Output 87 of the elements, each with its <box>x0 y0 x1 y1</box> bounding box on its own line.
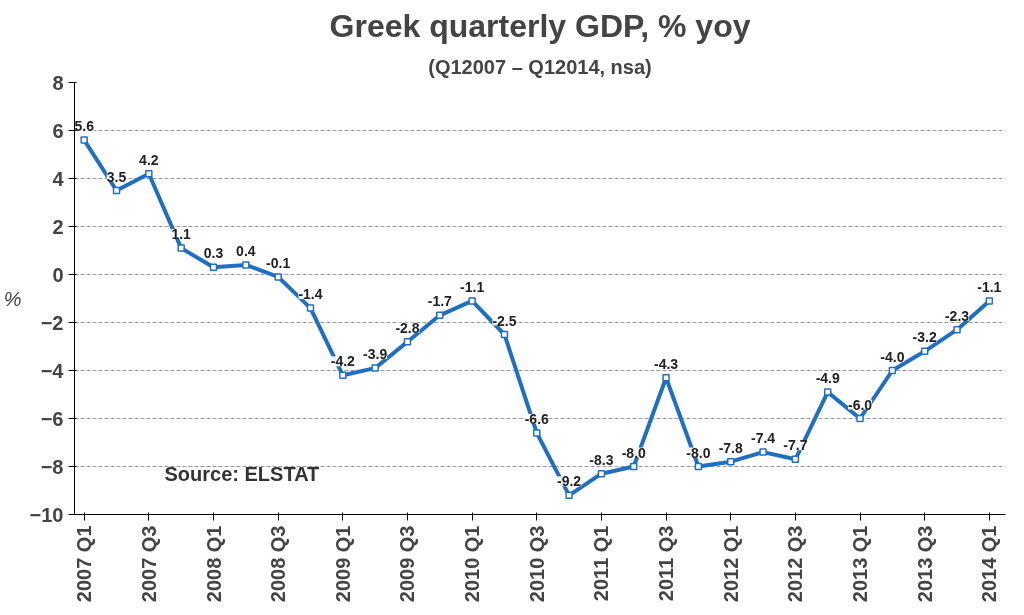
point <box>823 388 832 396</box>
x-tick-label: 2009 Q1 <box>331 525 354 603</box>
x-tick-label: 2014 Q1 <box>978 525 1001 603</box>
point <box>533 429 541 437</box>
x-tick-label: 2008 Q3 <box>267 525 290 603</box>
data-label: -0.1 <box>266 254 291 271</box>
point <box>597 469 606 478</box>
point <box>888 366 897 375</box>
data-label: 3.5 <box>106 168 127 185</box>
y-tick-label: −2 <box>40 311 64 334</box>
point <box>274 273 282 281</box>
point <box>371 364 379 372</box>
point <box>177 244 185 252</box>
point <box>112 186 121 195</box>
data-label: -4.2 <box>330 353 356 370</box>
data-label: -8.0 <box>686 444 711 461</box>
data-label: -6.6 <box>524 410 550 427</box>
annotation: Source: ELSTAT <box>164 462 320 485</box>
x-tick-label: 2008 Q1 <box>202 525 225 603</box>
point <box>726 457 735 466</box>
x-tick-label: 2007 Q3 <box>137 525 160 603</box>
y-tick-label: 6 <box>52 119 64 142</box>
chart-subtitle: (Q12007 – Q12014, nsa) <box>428 55 652 78</box>
data-label: -6.0 <box>847 396 873 413</box>
data-label: -2.5 <box>492 312 517 329</box>
data-label: -2.3 <box>944 307 970 324</box>
y-tick-label: 2 <box>52 215 64 238</box>
x-tick-label: 2011 Q3 <box>655 525 678 602</box>
data-label: -4.0 <box>880 348 905 365</box>
point <box>468 297 476 305</box>
x-tick-label: 2012 Q3 <box>784 525 807 603</box>
data-label: -7.4 <box>750 430 776 447</box>
point <box>436 311 444 320</box>
data-label: -4.9 <box>815 370 840 387</box>
point <box>565 491 573 500</box>
point <box>759 448 767 456</box>
data-label: -3.9 <box>363 346 388 363</box>
point <box>630 462 638 471</box>
x-tick-label: 2013 Q3 <box>913 525 936 603</box>
chart-title: Greek quarterly GDP, % yoy <box>329 7 751 44</box>
data-label: 5.6 <box>74 118 95 135</box>
y-axis-title: % <box>3 287 22 310</box>
point <box>339 371 347 380</box>
y-tick-label: −10 <box>29 503 64 526</box>
point <box>856 414 864 423</box>
point <box>80 136 88 144</box>
point <box>209 263 218 272</box>
point <box>662 373 670 382</box>
data-label: -7.8 <box>718 439 743 456</box>
y-tick-label: −6 <box>40 407 64 430</box>
point <box>920 347 929 356</box>
point <box>791 455 800 464</box>
data-label: -4.3 <box>654 355 679 372</box>
point <box>953 325 961 334</box>
data-label: -1.1 <box>460 278 485 295</box>
x-tick-label: 2007 Q1 <box>73 525 96 603</box>
data-label: -1.1 <box>977 278 1002 295</box>
y-tick-label: 8 <box>52 71 64 94</box>
data-label: -3.2 <box>912 329 937 346</box>
x-tick-label: 2009 Q3 <box>396 525 419 603</box>
point <box>242 261 250 269</box>
data-label: -7.7 <box>783 437 808 454</box>
x-tick-label: 2011 Q1 <box>590 525 613 602</box>
data-label: 1.1 <box>171 226 192 243</box>
point <box>403 337 412 346</box>
data-label: 0.3 <box>203 245 224 262</box>
point <box>306 304 315 312</box>
point <box>500 330 509 339</box>
data-label: -2.8 <box>395 319 420 336</box>
data-label: 4.2 <box>139 151 159 168</box>
point <box>145 169 153 178</box>
y-tick-label: 0 <box>52 263 64 286</box>
point <box>985 297 994 305</box>
data-label: -9.2 <box>557 473 582 490</box>
x-tick-label: 2013 Q1 <box>849 525 872 603</box>
x-tick-label: 2010 Q1 <box>461 525 484 603</box>
data-label: -8.3 <box>589 451 614 468</box>
x-tick-label: 2012 Q1 <box>719 525 742 603</box>
data-label: -8.0 <box>621 444 647 461</box>
x-tick-label: 2010 Q3 <box>525 525 548 603</box>
y-tick-label: −4 <box>40 359 65 382</box>
y-tick-label: 4 <box>52 167 65 190</box>
data-label: -1.4 <box>298 286 323 303</box>
y-tick-label: −8 <box>40 455 64 478</box>
data-label: 0.4 <box>236 242 256 259</box>
point <box>694 462 703 471</box>
data-label: -1.7 <box>427 293 453 310</box>
